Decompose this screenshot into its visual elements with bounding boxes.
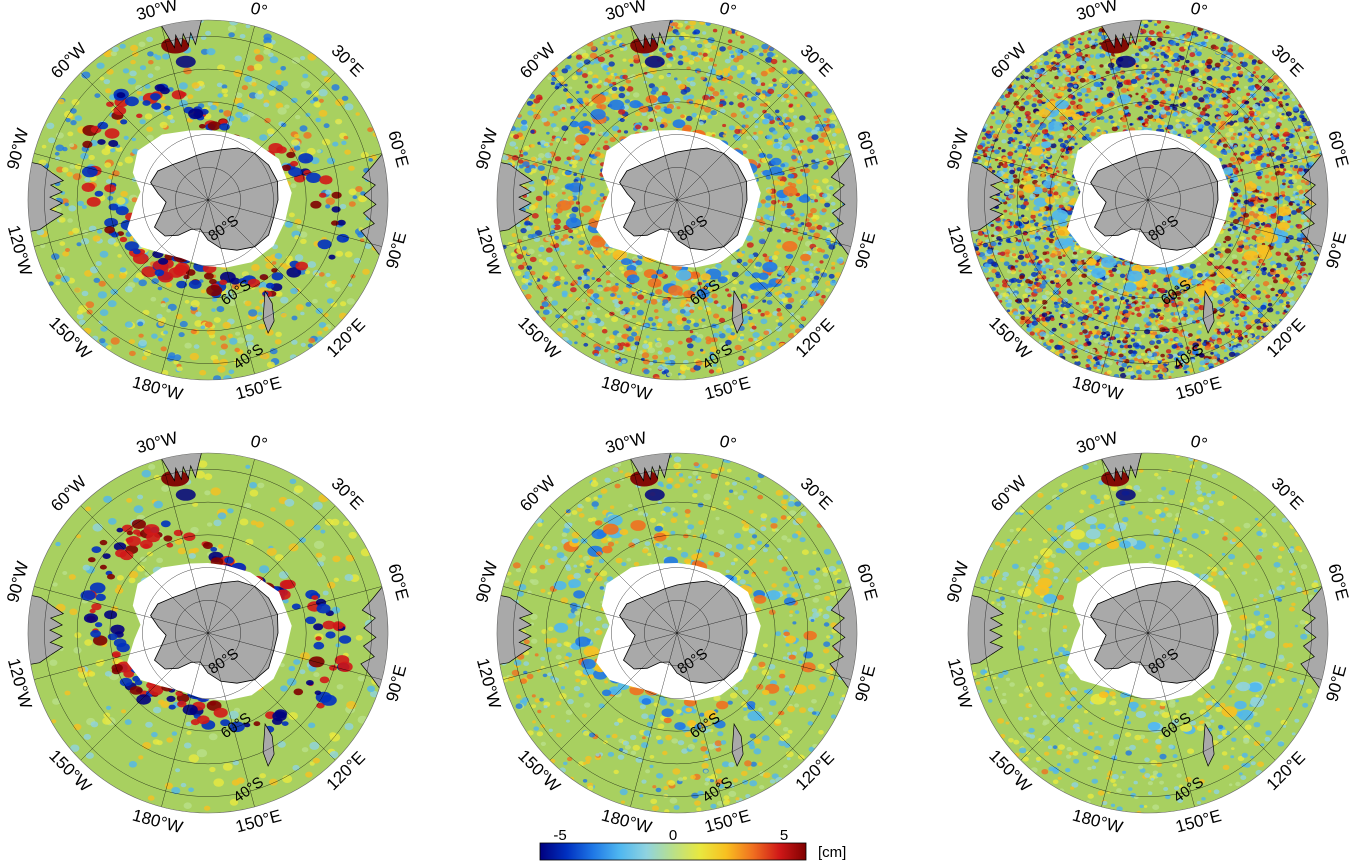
longitude-label: 30°W xyxy=(134,0,179,24)
new-zealand-land xyxy=(1202,289,1215,334)
longitude-label: 30°W xyxy=(1074,0,1119,24)
antarctica-land xyxy=(619,580,748,684)
graticule xyxy=(974,26,1322,374)
longitude-label: 0° xyxy=(249,0,270,21)
continent-land xyxy=(627,453,672,482)
longitude-label: 0° xyxy=(1189,431,1210,454)
continent-land xyxy=(1098,453,1143,482)
new-zealand-land xyxy=(1202,722,1215,767)
longitude-label: 60°E xyxy=(853,129,881,170)
longitude-label: 150°E xyxy=(234,806,284,836)
polar-map-panel: 0°30°E60°E90°E120°E150°E180°W150°W120°W9… xyxy=(3,428,412,837)
longitude-label: 0° xyxy=(718,0,739,21)
longitude-label: 60°E xyxy=(1324,129,1352,170)
polar-map-panel: 0°30°E60°E90°E120°E150°E180°W150°W120°W9… xyxy=(3,0,412,404)
colorbar-tick-min: -5 xyxy=(553,827,566,844)
graticule xyxy=(34,459,382,807)
longitude-label: 0° xyxy=(249,431,270,454)
new-zealand-land xyxy=(731,722,744,767)
antarctica-land xyxy=(1090,147,1219,251)
graticule xyxy=(34,26,382,374)
graticule xyxy=(974,459,1322,807)
longitude-label: 90°W xyxy=(3,126,32,171)
colorbar-tick-max: 5 xyxy=(780,827,788,844)
longitude-label: 90°E xyxy=(382,663,410,704)
longitude-label: 30°W xyxy=(603,0,648,24)
longitude-label: 90°E xyxy=(851,663,879,704)
colorbar-gradient xyxy=(539,842,807,861)
longitude-label: 150°E xyxy=(1174,373,1224,403)
new-zealand-land xyxy=(262,289,275,334)
longitude-label: 60°E xyxy=(384,562,412,603)
colorbar: -5 0 5 [cm] xyxy=(539,827,846,861)
longitude-label: 60°E xyxy=(853,562,881,603)
polar-map-panel: 0°30°E60°E90°E120°E150°E180°W150°W120°W9… xyxy=(472,428,881,837)
colorbar-unit-label: [cm] xyxy=(818,844,846,861)
continent-land xyxy=(627,20,672,49)
longitude-label: 60°E xyxy=(1324,562,1352,603)
antarctica-land xyxy=(150,147,279,251)
antarctica-land xyxy=(150,580,279,684)
longitude-label: 30°W xyxy=(603,428,648,457)
graticule xyxy=(503,26,851,374)
new-zealand-land xyxy=(731,289,744,334)
longitude-label: 0° xyxy=(718,431,739,454)
antarctica-land xyxy=(619,147,748,251)
longitude-label: 30°W xyxy=(1074,428,1119,457)
longitude-label: 90°W xyxy=(472,559,501,604)
longitude-label: 90°W xyxy=(3,559,32,604)
longitude-label: 60°E xyxy=(384,129,412,170)
colorbar-tick-zero: 0 xyxy=(669,827,677,844)
new-zealand-land xyxy=(262,722,275,767)
continent-land xyxy=(1098,20,1143,49)
polar-map-panel: 0°30°E60°E90°E120°E150°E180°W150°W120°W9… xyxy=(943,0,1352,404)
longitude-label: 0° xyxy=(1189,0,1210,21)
antarctica-land xyxy=(1090,580,1219,684)
longitude-label: 150°E xyxy=(1174,806,1224,836)
longitude-label: 150°E xyxy=(703,373,753,403)
longitude-label: 90°E xyxy=(851,230,879,271)
continent-land xyxy=(158,20,203,49)
polar-map-panel: 0°30°E60°E90°E120°E150°E180°W150°W120°W9… xyxy=(472,0,881,404)
longitude-label: 150°E xyxy=(703,806,753,836)
longitude-label: 90°E xyxy=(382,230,410,271)
longitude-label: 90°W xyxy=(472,126,501,171)
longitude-label: 90°W xyxy=(943,559,972,604)
polar-map-panel: 0°30°E60°E90°E120°E150°E180°W150°W120°W9… xyxy=(943,428,1352,837)
polar-map-panels: 0°30°E60°E90°E120°E150°E180°W150°W120°W9… xyxy=(3,0,1352,837)
longitude-label: 30°W xyxy=(134,428,179,457)
longitude-label: 150°E xyxy=(234,373,284,403)
longitude-label: 90°E xyxy=(1322,230,1350,271)
longitude-label: 90°E xyxy=(1322,663,1350,704)
longitude-label: 90°W xyxy=(943,126,972,171)
graticule xyxy=(503,459,851,807)
continent-land xyxy=(158,453,203,482)
